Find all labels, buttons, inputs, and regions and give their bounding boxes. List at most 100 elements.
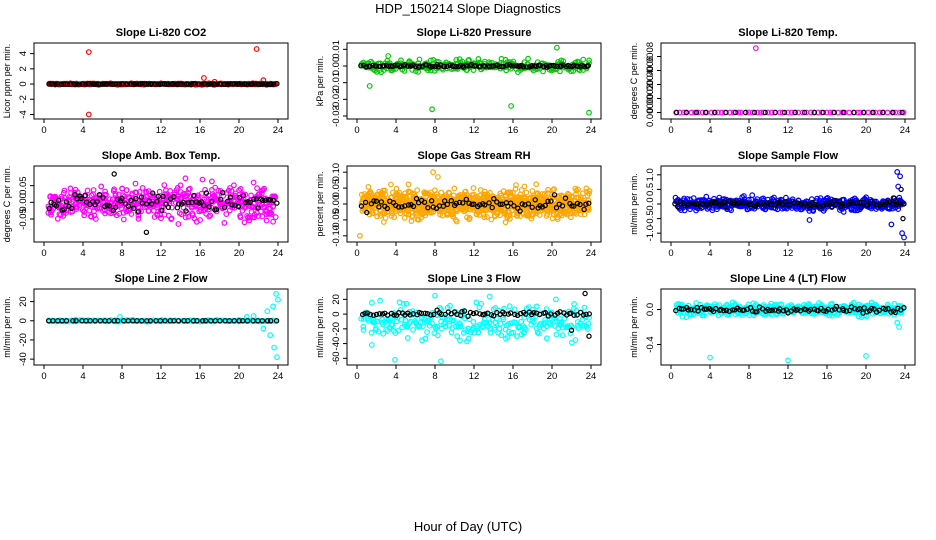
data-point (186, 185, 193, 192)
data-point (241, 219, 248, 226)
data-point (535, 330, 542, 337)
data-point (139, 184, 146, 191)
data-point (456, 199, 463, 206)
data-point (879, 201, 885, 208)
x-tick-label: 24 (900, 371, 911, 382)
x-tick-label: 20 (547, 371, 558, 382)
data-point (723, 109, 729, 116)
data-point (420, 323, 426, 330)
data-point (581, 206, 587, 213)
data-point (274, 200, 280, 206)
x-tick-label: 24 (273, 371, 284, 382)
y-ticks: -1.0-0.50.00.5 1.0 (645, 168, 661, 241)
data-point (182, 175, 189, 182)
data-point (247, 199, 253, 206)
series-hourly (46, 318, 280, 324)
series-raw (45, 291, 281, 361)
data-point (895, 206, 902, 213)
x-tick-label: 20 (234, 371, 245, 382)
x-ticks: 0 4 8 12 16 20 24 (668, 242, 910, 259)
data-point (792, 109, 798, 116)
data-point (817, 203, 823, 210)
data-point (175, 318, 182, 324)
data-point (402, 62, 408, 68)
data-point (762, 109, 768, 116)
data-point (450, 63, 456, 70)
data-point (70, 318, 76, 324)
x-tick-label: 12 (783, 248, 794, 259)
x-tick-label: 24 (273, 125, 284, 136)
data-point (270, 197, 277, 204)
data-point (425, 204, 431, 211)
data-point (851, 109, 857, 116)
data-point (488, 216, 495, 223)
data-point (571, 203, 577, 209)
data-point (143, 201, 150, 207)
data-point (741, 193, 747, 199)
data-point (765, 109, 771, 116)
x-tick-label: 12 (156, 248, 167, 259)
data-point (148, 201, 155, 207)
data-point (895, 183, 902, 190)
data-point (366, 83, 373, 89)
data-point (228, 188, 235, 194)
y-tick-label: 0.05 (18, 176, 29, 195)
x-tick-label: 8 (432, 248, 437, 259)
data-point (155, 317, 162, 324)
plot-frame (660, 42, 916, 120)
data-point (387, 316, 394, 322)
data-point (207, 212, 214, 219)
data-point (48, 199, 54, 205)
x-tick-label: 16 (195, 125, 206, 136)
data-point (486, 293, 493, 300)
data-point (367, 313, 374, 320)
x-tick-label: 24 (900, 248, 911, 259)
y-tick-label: 2 (18, 66, 29, 71)
data-point (553, 204, 560, 211)
data-point (391, 214, 398, 221)
x-ticks: 0 4 8 12 16 20 24 (41, 365, 283, 382)
data-point (489, 204, 495, 211)
x-tick-label: 8 (119, 371, 124, 382)
data-point (429, 106, 436, 113)
data-point (399, 204, 405, 210)
y-ticks: -4 -2 0 2 4 (18, 51, 34, 119)
data-point (463, 196, 469, 203)
data-point (683, 109, 689, 116)
data-point (568, 214, 574, 221)
y-tick-label: -1.0 (645, 225, 656, 241)
y-tick-label: -0.4 (645, 336, 656, 352)
data-point (206, 213, 213, 220)
data-point (46, 205, 52, 212)
y-ticks: -60-40-20 0 20 (331, 294, 347, 365)
data-point (268, 318, 274, 324)
data-point (511, 203, 517, 209)
data-point (870, 109, 876, 116)
x-tick-label: 0 (354, 125, 359, 136)
data-point (106, 203, 113, 209)
data-point (185, 81, 191, 87)
series-raw (673, 45, 907, 116)
data-point (160, 193, 166, 200)
panel-title: Slope Li-820 CO2 (116, 27, 206, 39)
data-point (585, 197, 592, 204)
data-point (53, 203, 60, 209)
x-tick-label: 16 (822, 125, 833, 136)
data-point (708, 109, 715, 116)
y-axis-label: kPa per min. (315, 56, 325, 107)
data-point (533, 303, 540, 310)
data-point (438, 189, 445, 196)
panel-6: Slope Sample Flow ml/min per min. 0 4 8 12 16 2… (629, 150, 916, 259)
data-point (237, 185, 244, 192)
data-point (360, 327, 367, 333)
data-point (231, 318, 237, 324)
x-axis-label: Hour of Day (UTC) (414, 519, 522, 534)
x-tick-label: 4 (393, 125, 398, 136)
data-point (577, 201, 583, 208)
data-point (159, 207, 165, 213)
data-point (586, 190, 592, 197)
plot-frame (346, 42, 602, 120)
data-point (106, 318, 112, 324)
data-point (251, 196, 257, 202)
x-tick-label: 8 (432, 371, 437, 382)
